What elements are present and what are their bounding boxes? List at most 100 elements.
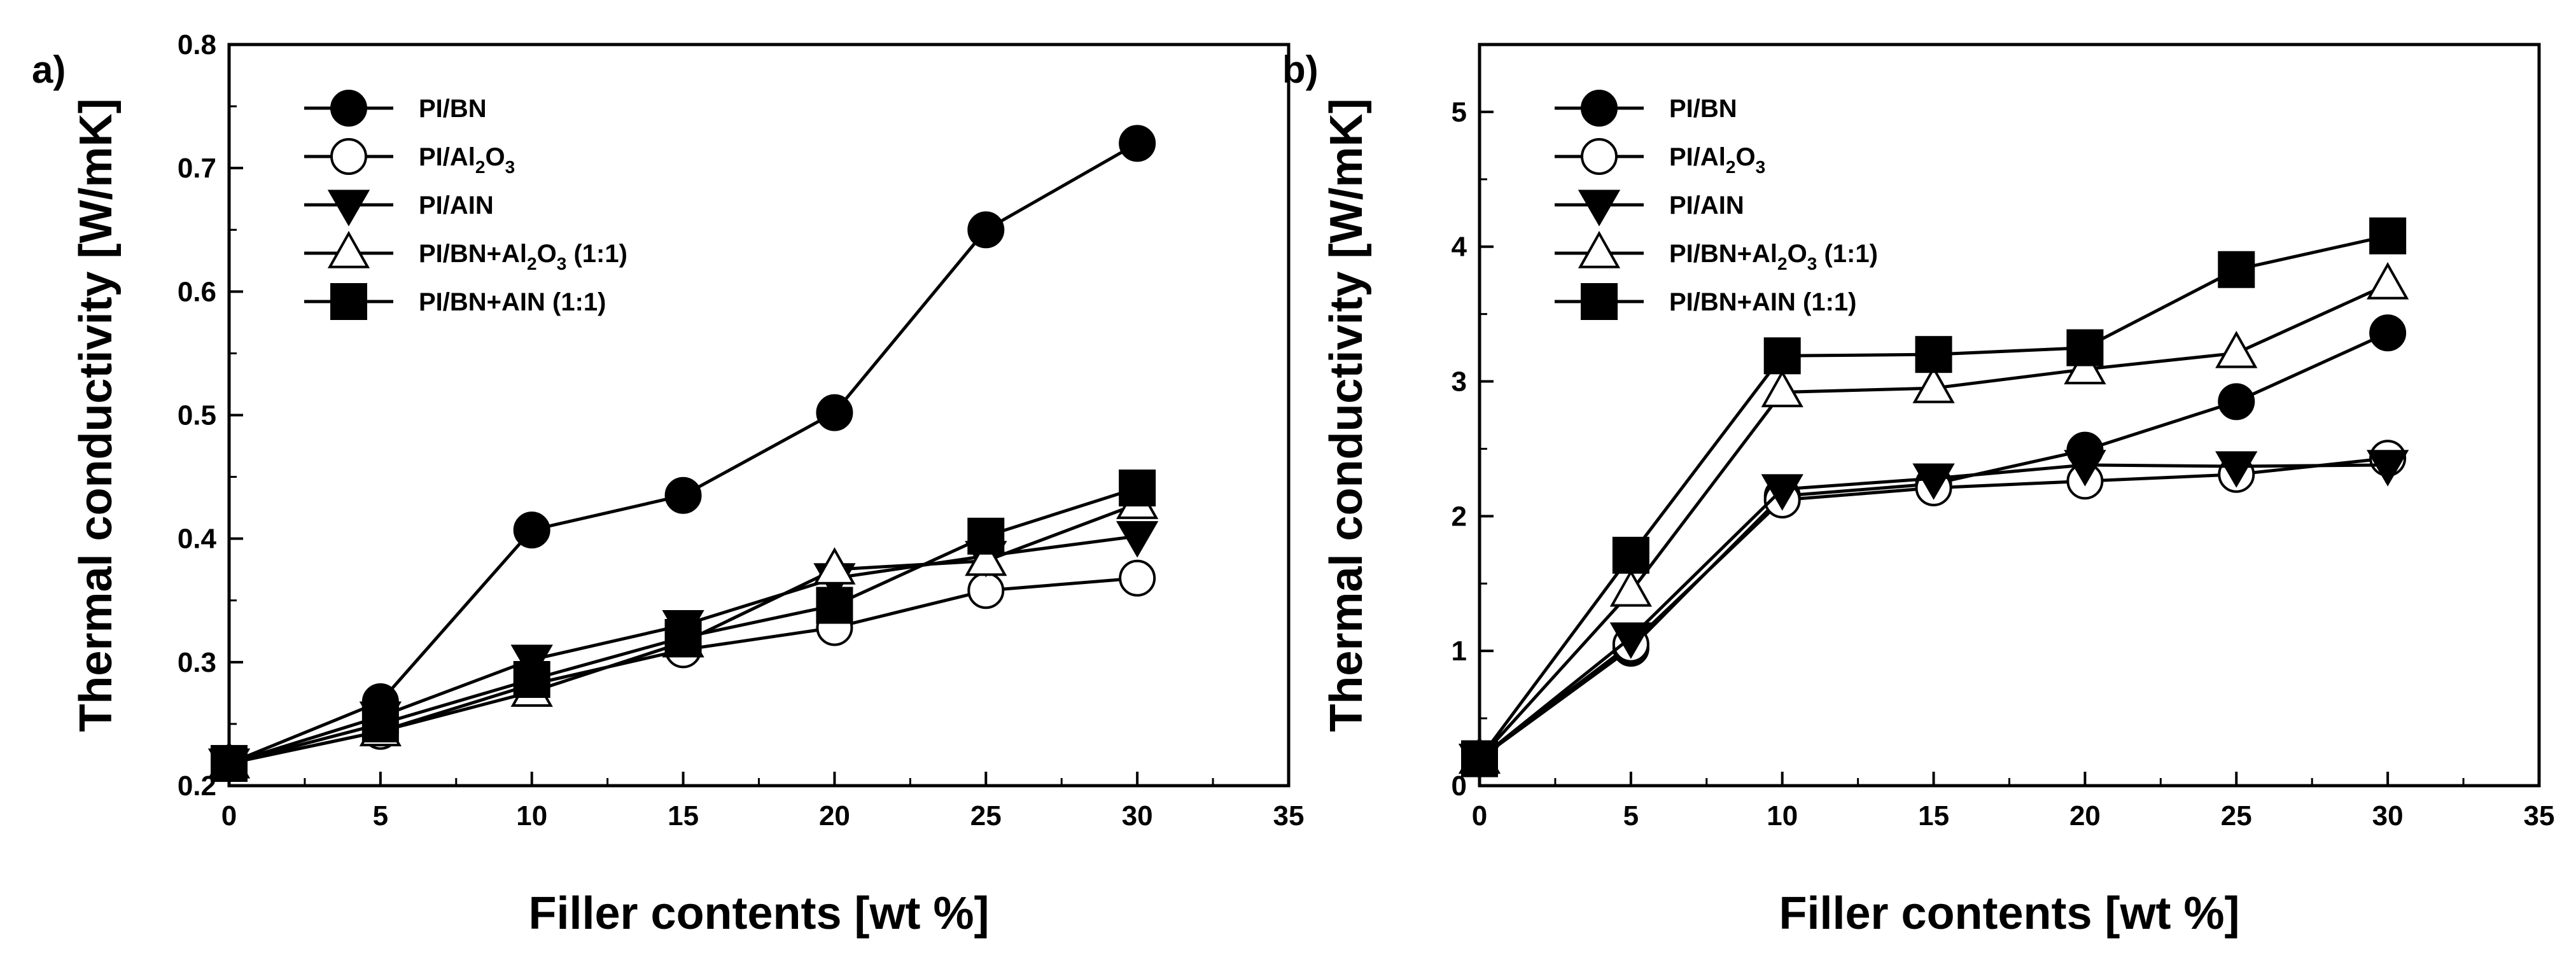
x-tick-label: 10 [1767,800,1798,831]
data-point [1116,521,1159,558]
data-point [2218,383,2255,421]
data-point [664,619,702,656]
data-point [1912,366,1955,403]
data-point [1609,569,1652,607]
data-point [1763,337,1801,375]
data-point [2366,450,2409,487]
x-tick-label: 5 [373,800,388,831]
y-tick-label: 4 [1452,232,1467,263]
data-point [813,547,856,585]
x-tick-label: 25 [2221,800,2252,831]
series-filled-square [211,470,1156,783]
data-point [1761,474,1803,511]
x-tick-label: 5 [1623,800,1639,831]
legend-label: PI/BN+AIN (1:1) [419,288,606,316]
data-point [2369,314,2407,352]
series-line [1478,463,2388,760]
legend-marker [330,283,367,320]
x-axis-label: Filler contents [wt %] [1779,888,2239,939]
legend-label: PI/Al2O3 [1669,143,1765,177]
data-point [1119,470,1156,507]
data-point [2369,217,2407,254]
y-tick-label: 0.6 [178,276,216,307]
y-tick-label: 1 [1452,636,1467,667]
x-tick-label: 20 [2069,800,2101,831]
data-point [1915,336,1952,373]
x-tick-label: 0 [221,800,237,831]
y-axis-label: Thermal conductivity [W/mK] [71,98,122,732]
data-point [1119,125,1156,162]
panel-label: a) [32,48,66,91]
x-tick-label: 15 [668,800,699,831]
legend-label: PI/AIN [419,191,494,219]
legend-marker [1581,283,1618,320]
data-point [513,661,550,699]
y-tick-label: 0.7 [178,153,216,184]
x-axis-label: Filler contents [wt %] [528,888,989,939]
data-point [2218,251,2255,288]
data-point [1761,370,1803,408]
data-point [2066,329,2104,366]
y-tick-label: 0.8 [178,29,216,60]
data-point [967,517,1005,555]
y-tick-label: 0.5 [178,400,216,431]
data-point [1609,622,1653,659]
data-point [1461,740,1498,777]
legend-label: PI/Al2O3 [419,143,515,177]
legend-marker [330,90,367,127]
data-point [1119,559,1156,597]
legend-label: PI/BN [1669,95,1737,123]
series-filled-circle [211,125,1156,783]
y-tick-label: 0.3 [178,647,216,678]
data-point [1612,536,1649,574]
legend-marker [327,230,370,268]
legend-marker [1581,138,1618,175]
y-tick-label: 0.4 [178,524,217,555]
data-point [361,705,399,742]
data-point [2215,330,2258,368]
data-point [816,394,853,431]
data-point [2064,450,2106,487]
data-point [664,477,702,514]
legend-marker [1581,90,1618,127]
data-point [1912,463,1955,500]
legend-label: PI/AIN [1669,191,1744,219]
data-point [965,538,1007,576]
legend-label: PI/BN+Al2O3 (1:1) [1669,240,1878,274]
y-tick-label: 5 [1452,97,1467,128]
data-point [967,572,1005,609]
x-tick-label: 20 [819,800,850,831]
legend-marker [327,190,370,226]
data-point [816,587,853,624]
legend-label: PI/BN+AIN (1:1) [1669,288,1857,316]
y-tick-label: 3 [1452,366,1467,398]
legend-marker [330,138,367,175]
series-filled-triangle-down [1458,450,2409,781]
x-tick-label: 30 [1122,800,1153,831]
x-tick-label: 30 [2372,800,2404,831]
y-tick-label: 2 [1452,501,1467,532]
x-tick-label: 35 [1273,800,1305,831]
chart-a: a)0 5 10 15 20 25 30 350.20.30.40.50.60.70.8Fil… [32,29,1304,939]
x-tick-label: 35 [2524,800,2555,831]
x-tick-label: 10 [516,800,547,831]
data-point [2064,347,2106,385]
legend: PI/BN PI/Al2O3 PI/AIN PI/BN+Al2O3 (1:1) PI/B… [304,90,627,320]
data-point [2367,261,2409,300]
legend-label: PI/BN+Al2O3 (1:1) [419,240,627,274]
series-open-circle [211,559,1156,783]
data-point [2215,451,2258,488]
legend-marker [1578,230,1621,268]
data-point [967,211,1005,249]
legend-label: PI/BN [419,95,487,123]
series-filled-square [1461,217,2407,777]
legend-marker [1578,190,1621,226]
x-tick-label: 15 [1918,800,1949,831]
y-axis-label: Thermal conductivity [W/mK] [1321,98,1372,732]
x-tick-label: 25 [970,800,1002,831]
legend: PI/BN PI/Al2O3 PI/AIN PI/BN+Al2O3 (1:1) PI/B… [1555,90,1878,320]
panel-label: b) [1282,48,1319,91]
data-point [211,745,248,783]
